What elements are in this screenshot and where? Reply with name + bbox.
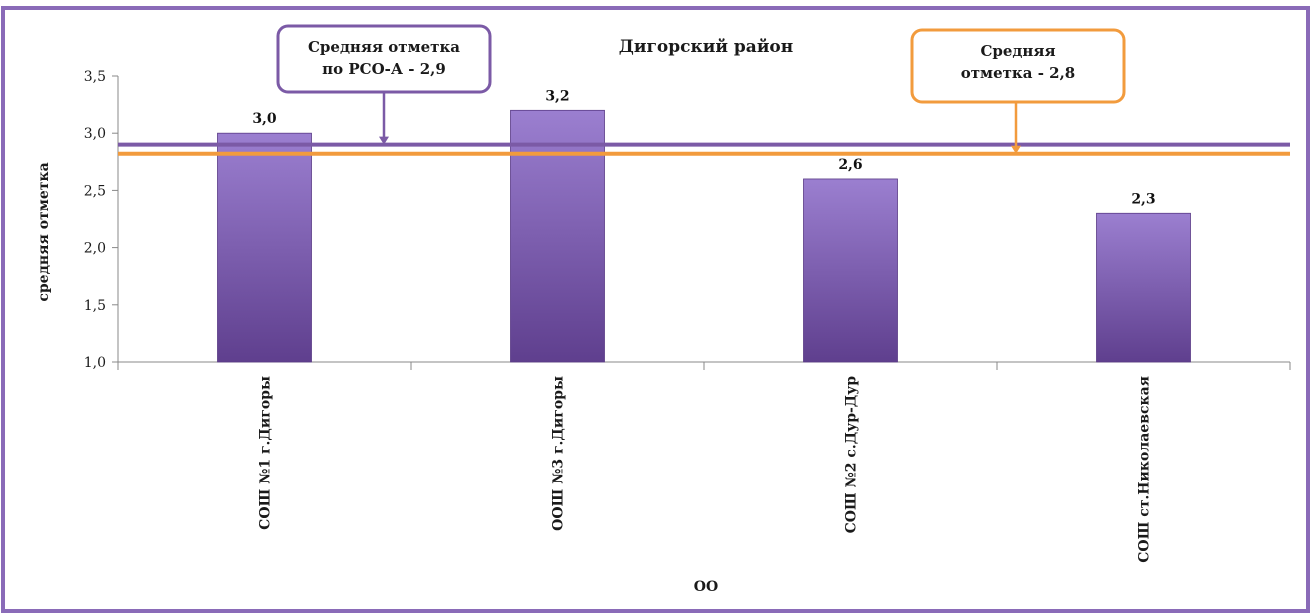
bar (510, 109, 605, 363)
callout-box (910, 28, 1126, 104)
category-label: ООШ №3 г.Дигоры (551, 376, 567, 531)
y-tick-label: 3,0 (84, 126, 106, 142)
chart-title: Дигорский район (619, 37, 793, 57)
category-label: СОШ №1 г.Дигоры (258, 376, 274, 530)
y-tick-label: 2,5 (84, 183, 106, 199)
data-label: 2,6 (838, 157, 862, 173)
category-label: СОШ №2 с.Дур-Дур (844, 376, 860, 534)
bar (803, 178, 898, 363)
bar (217, 132, 312, 363)
y-tick-label: 1,0 (84, 355, 106, 371)
callout-box (276, 24, 492, 94)
data-label: 2,3 (1131, 191, 1155, 207)
x-axis-title: ОО (694, 579, 718, 595)
callout-label: отметка - 2,8 (961, 64, 1076, 82)
category-label: СОШ ст.Николаевская (1137, 376, 1153, 563)
callout-label: по РСО-А - 2,9 (322, 60, 446, 78)
callout-arrowhead (379, 136, 389, 145)
y-tick-label: 2,0 (84, 241, 106, 257)
callout-label: Средняя отметка (308, 38, 460, 56)
data-label: 3,2 (545, 88, 569, 104)
bars: 3,0 СОШ №1 г.Дигоры 3,2 ООШ №3 г.Дигоры 2,6 С… (217, 88, 1191, 563)
callout-arrowhead (1011, 145, 1021, 154)
reference-lines (118, 142, 1290, 156)
axes: 1,0 1,5 2,0 2,5 3,0 3,5 (84, 69, 1291, 371)
callouts: Средняя отметка по РСО-А - 2,9 Средняя отме… (276, 24, 1126, 154)
y-axis-title: средняя отметка (36, 162, 52, 301)
chart-border (1, 6, 1310, 613)
data-label: 3,0 (252, 111, 277, 127)
y-tick-label: 3,5 (84, 69, 106, 85)
y-tick-label: 1,5 (84, 298, 106, 314)
callout-label: Средняя (980, 42, 1055, 60)
bar (1096, 212, 1191, 363)
